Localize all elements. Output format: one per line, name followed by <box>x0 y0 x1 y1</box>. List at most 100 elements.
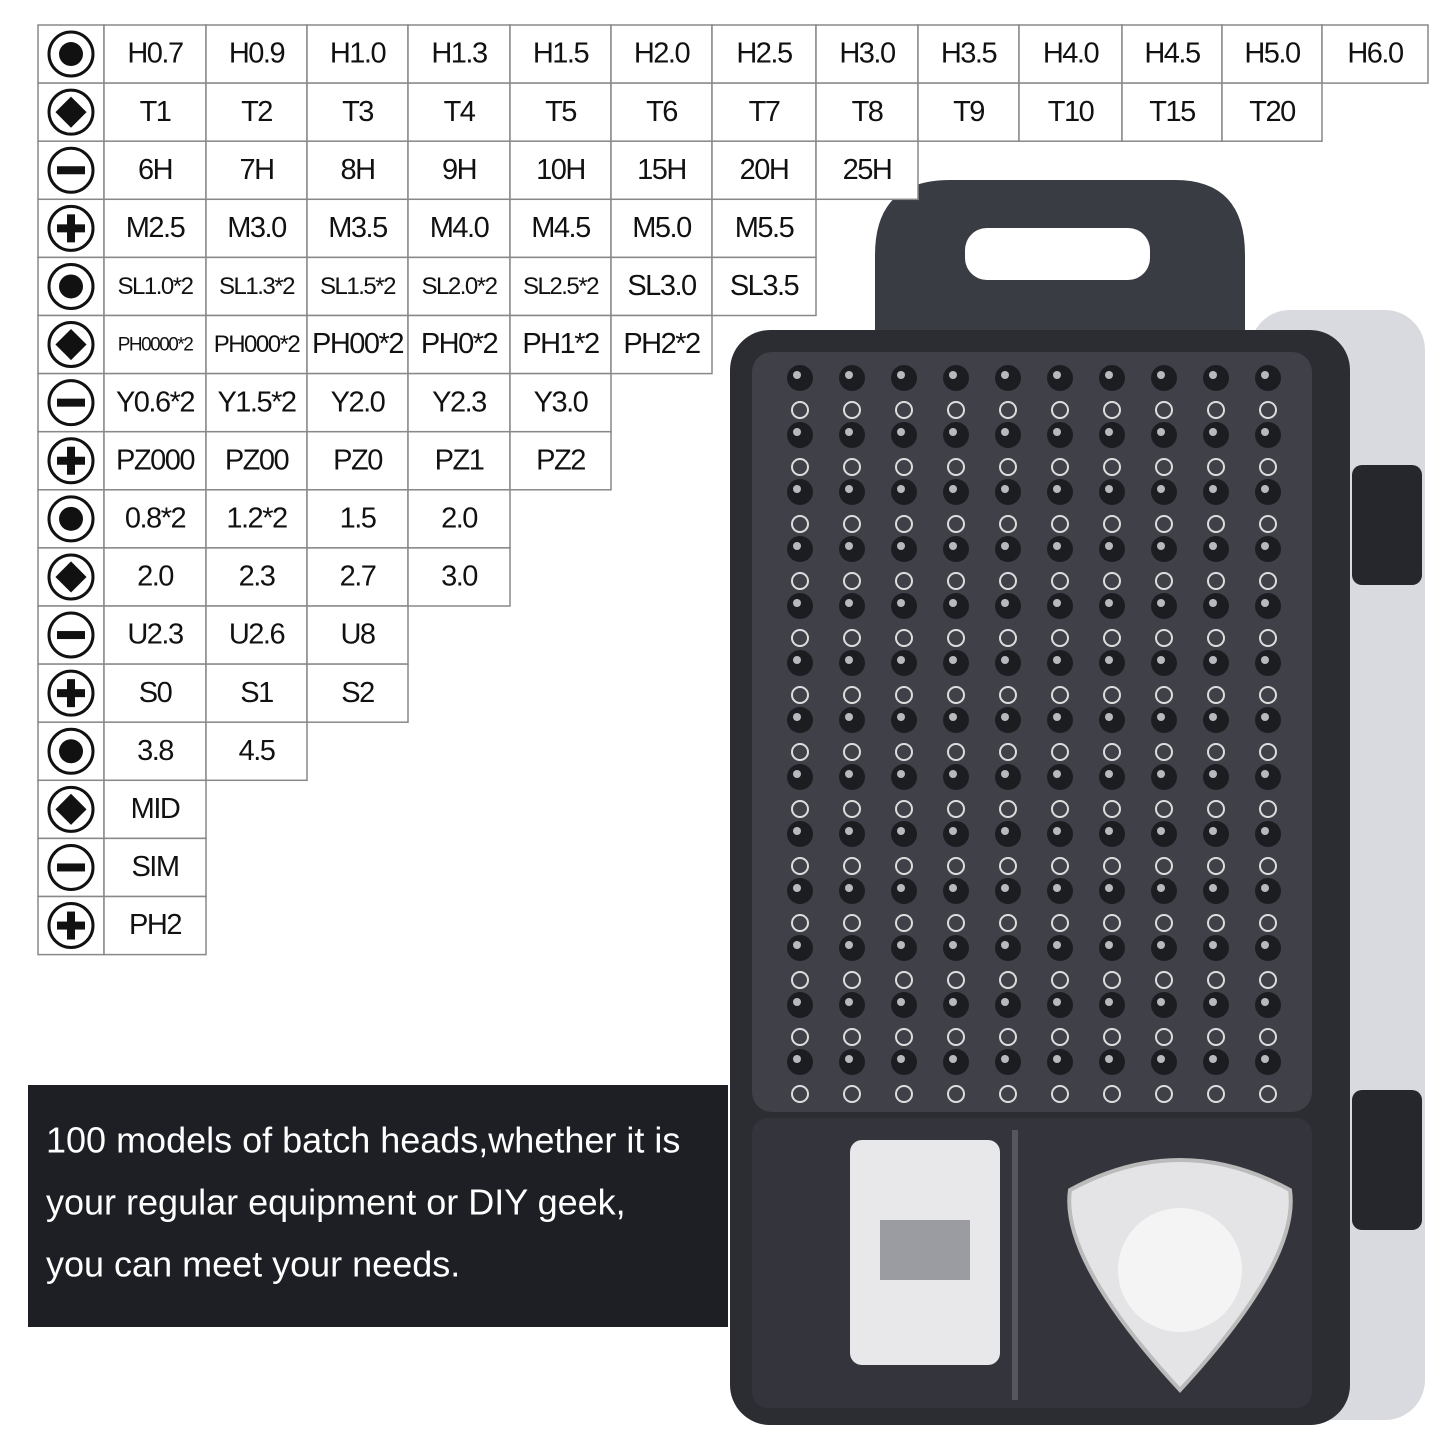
bit <box>943 365 969 391</box>
magnetizer-slot <box>880 1220 970 1280</box>
bit-label-dot <box>947 914 965 932</box>
bit-tip <box>1105 770 1113 778</box>
bit-label-dot <box>1259 629 1277 647</box>
cell-text: SL2.5*2 <box>523 273 599 300</box>
bit <box>1099 992 1125 1018</box>
bit-label-dot <box>791 971 809 989</box>
bit-label-dot <box>947 401 965 419</box>
table-cell <box>103 140 207 201</box>
bit-tip <box>845 827 853 835</box>
bit-label-dot <box>1207 458 1225 476</box>
bit-tip <box>1209 599 1217 607</box>
cell-text: 9H <box>442 154 476 186</box>
cell-text: M3.5 <box>328 212 387 244</box>
bit-label-dot <box>1259 971 1277 989</box>
bit-tip <box>1209 770 1217 778</box>
bit-label-dot <box>843 1028 861 1046</box>
bit-tip <box>793 884 801 892</box>
bit <box>1151 992 1177 1018</box>
bit-tip <box>1053 998 1061 1006</box>
bit <box>1203 422 1229 448</box>
bit-tip <box>1001 827 1009 835</box>
cell-text: PH0*2 <box>421 328 498 360</box>
bit-tip <box>1105 371 1113 379</box>
bit-tip <box>949 542 957 550</box>
bit <box>1099 1049 1125 1075</box>
bit-label-dot <box>791 1028 809 1046</box>
bit-label-dot <box>791 857 809 875</box>
bit <box>995 650 1021 676</box>
bit <box>943 422 969 448</box>
bit-tip <box>845 428 853 436</box>
bit <box>1203 821 1229 847</box>
bit <box>1099 536 1125 562</box>
bit-tip <box>1157 770 1165 778</box>
bit <box>1255 878 1281 904</box>
cell-text: U8 <box>340 619 374 651</box>
bit-tip <box>1157 428 1165 436</box>
bit-label-dot <box>947 458 965 476</box>
cell-text: H4.5 <box>1144 38 1200 70</box>
bit-icon-shape <box>55 96 87 128</box>
bit-label-dot <box>1207 743 1225 761</box>
bit-label-dot <box>1103 1028 1121 1046</box>
bit-tip <box>793 770 801 778</box>
bit-tip <box>897 827 905 835</box>
bit-tip <box>1261 599 1269 607</box>
bit-tip <box>1157 941 1165 949</box>
bit-icon-shape <box>57 166 85 175</box>
cell-text: T3 <box>342 96 373 128</box>
bit-tip <box>1053 827 1061 835</box>
cell-text: T6 <box>646 96 677 128</box>
cell-text: H3.0 <box>839 38 895 70</box>
bit <box>1255 593 1281 619</box>
bit-icon-shape <box>67 446 75 475</box>
bit <box>839 935 865 961</box>
table-cell <box>1018 24 1123 84</box>
bit-tip <box>845 599 853 607</box>
caption-line: you can meet your needs. <box>46 1244 460 1285</box>
bit <box>891 935 917 961</box>
bit-tip <box>793 941 801 949</box>
bit <box>839 422 865 448</box>
cell-text: H4.0 <box>1043 38 1099 70</box>
cell-text: 15H <box>637 154 686 186</box>
bit-label-dot <box>1259 743 1277 761</box>
bit-tip <box>1209 428 1217 436</box>
bit <box>1203 707 1229 733</box>
cell-text: SL3.0 <box>627 270 696 302</box>
bit-label-dot <box>1259 458 1277 476</box>
bit <box>1099 878 1125 904</box>
bit-tip <box>897 485 905 493</box>
pick-center <box>1118 1208 1242 1332</box>
bit-label-dot <box>1155 857 1173 875</box>
bit-tip <box>1209 1055 1217 1063</box>
bit <box>943 764 969 790</box>
bit-label-dot <box>1259 515 1277 533</box>
table-cell <box>306 198 409 259</box>
bit <box>839 479 865 505</box>
table-cell <box>407 24 511 84</box>
bit-label-dot <box>947 686 965 704</box>
bit-label-dot <box>1155 1085 1173 1103</box>
bit-tip <box>845 371 853 379</box>
cell-text: 20H <box>740 154 789 186</box>
table-cell <box>205 24 308 84</box>
cell-text: T5 <box>545 96 576 128</box>
bit-label-dot <box>843 401 861 419</box>
bit <box>891 650 917 676</box>
cell-text: 25H <box>843 154 892 186</box>
bit-tip <box>897 998 905 1006</box>
bit-tip <box>793 1055 801 1063</box>
bit-tip <box>793 542 801 550</box>
bit <box>1255 422 1281 448</box>
bit-tip <box>949 371 957 379</box>
bit-tip <box>1001 1055 1009 1063</box>
cell-text: Y0.6*2 <box>116 386 194 418</box>
bit-tip <box>1261 713 1269 721</box>
table-cell <box>815 82 919 142</box>
bit-tip <box>949 713 957 721</box>
cell-text: H2.0 <box>634 38 690 70</box>
bit-tip <box>845 713 853 721</box>
